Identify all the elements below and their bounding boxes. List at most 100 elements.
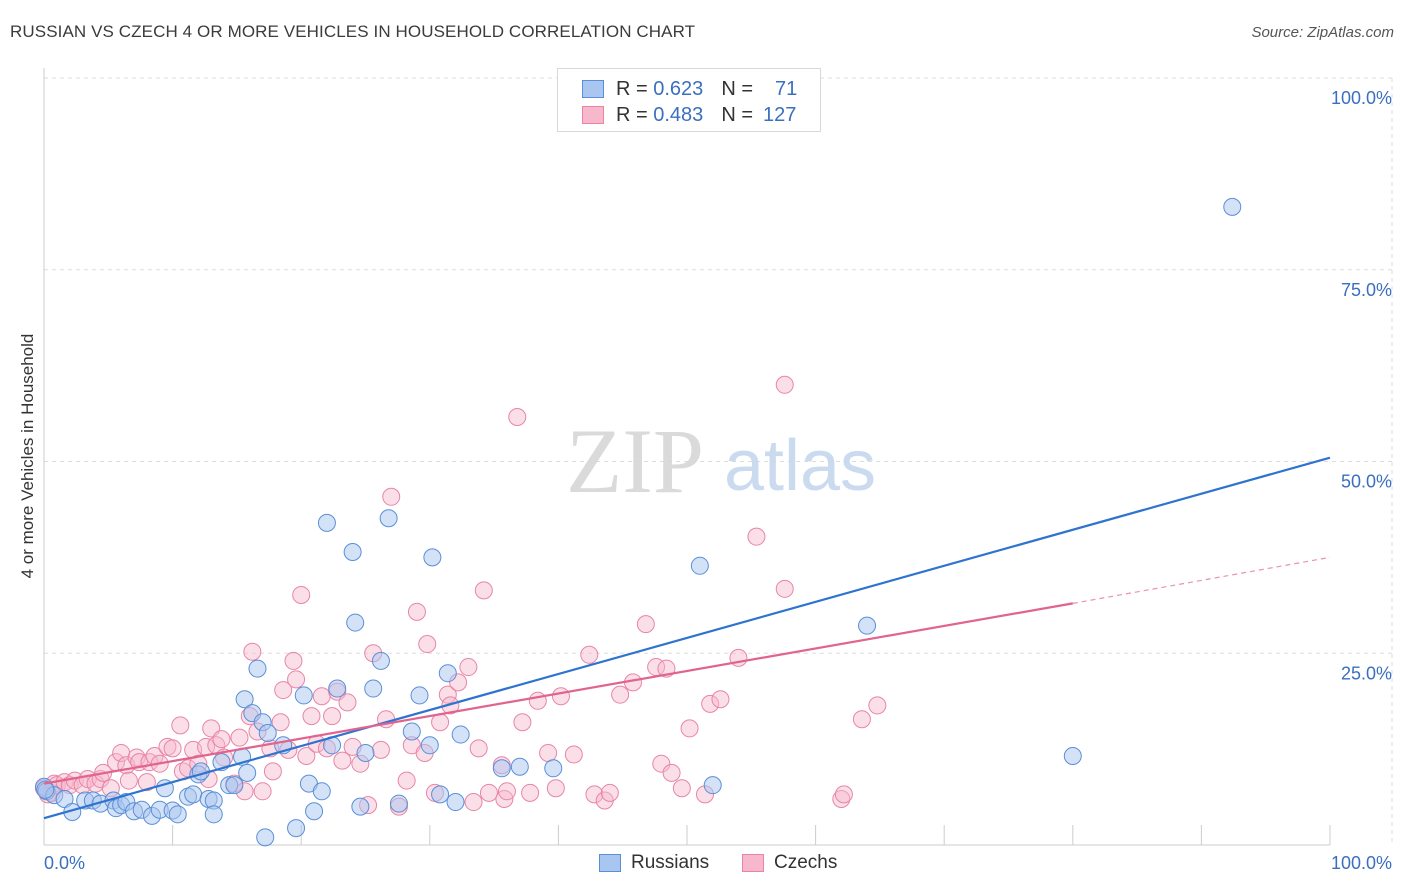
czechs-point	[333, 751, 352, 770]
russians-point	[317, 513, 336, 532]
axis-layer	[43, 68, 1331, 846]
legend-r-value: 0.623	[653, 77, 704, 100]
russians-point	[703, 776, 722, 795]
czechs-point	[479, 783, 498, 802]
y-tick-label: 100.0%	[1331, 88, 1392, 108]
czechs-point	[163, 739, 182, 758]
bottom-legend: Russians Czechs	[0, 852, 1406, 876]
legend-r-label: R =	[616, 103, 648, 126]
czechs-point	[652, 754, 671, 773]
russians-point	[410, 686, 429, 705]
czechs-point	[263, 762, 282, 781]
x-tick-label: 0.0%	[44, 853, 85, 873]
x-tick-label: 100.0%	[1331, 853, 1392, 873]
russians-point	[328, 679, 347, 698]
czechs-point	[137, 773, 156, 792]
legend-r-label: R =	[616, 77, 648, 100]
czechs-point	[636, 615, 655, 634]
czechs-point	[521, 783, 540, 802]
czechs-point	[292, 585, 311, 604]
czechs-point	[418, 635, 437, 654]
czechs-point	[230, 728, 249, 747]
russians-point	[36, 780, 55, 799]
russians-point	[168, 805, 187, 824]
russians-point	[287, 819, 306, 838]
legend-swatch-russians	[582, 80, 604, 98]
czechs-point	[852, 710, 871, 729]
russians-point	[389, 794, 408, 813]
czechs-point	[513, 713, 532, 732]
russians-point	[312, 782, 331, 801]
russians-point	[346, 613, 365, 632]
russians-point	[294, 686, 313, 705]
russians-point	[371, 651, 390, 670]
russians-point	[858, 616, 877, 635]
bottom-legend-czechs: Czechs	[742, 852, 837, 874]
legend-swatch-czechs	[582, 106, 604, 124]
czechs-point	[371, 740, 390, 759]
czechs-point	[438, 685, 457, 704]
czechs-point	[672, 779, 691, 798]
czechs-point	[464, 793, 483, 812]
czechs-point	[580, 645, 599, 664]
russians-point	[258, 724, 277, 743]
czechs-point	[832, 789, 851, 808]
legend-row-russians: R = 0.623 N = 71	[582, 77, 797, 101]
czechs-point	[284, 651, 303, 670]
russians-point	[364, 679, 383, 698]
y-tick-label: 50.0%	[1341, 472, 1392, 492]
czechs-point	[711, 690, 730, 709]
czechs-point	[600, 783, 619, 802]
bottom-legend-label-russians: Russians	[631, 852, 710, 873]
czechs-point	[508, 408, 527, 427]
czechs-point	[551, 687, 570, 706]
source-label: Source: ZipAtlas.com	[1251, 24, 1394, 41]
czechs-point	[662, 763, 681, 782]
russians-point	[690, 556, 709, 575]
russians-point	[225, 776, 244, 795]
czechs-point	[747, 527, 766, 546]
russians-point	[248, 659, 267, 678]
czechs-point	[338, 693, 357, 712]
legend-n-label: N =	[721, 77, 753, 100]
czechs-point	[407, 602, 426, 621]
watermark-zip: ZIP	[566, 410, 704, 512]
czechs-point	[539, 743, 558, 762]
czechs-point	[302, 707, 321, 726]
czechs-point	[212, 730, 231, 749]
russians-point	[305, 802, 324, 821]
czechs-point	[701, 694, 720, 713]
y-tick-label: 75.0%	[1341, 280, 1392, 300]
czechs-point	[382, 487, 401, 506]
legend-box: R = 0.623 N = 71 R = 0.483 N = 127	[557, 68, 821, 132]
czechs-point	[253, 782, 272, 801]
russians-point	[451, 725, 470, 744]
russians-point	[510, 757, 529, 776]
czechs-point	[297, 747, 316, 766]
russians-point	[446, 793, 465, 812]
russians-point	[423, 548, 442, 567]
czechs-point	[834, 785, 853, 804]
legend-n-value: 127	[763, 103, 797, 126]
russians-trend-line	[43, 456, 1331, 820]
bottom-legend-label-czechs: Czechs	[774, 852, 838, 873]
czechs-point	[469, 739, 488, 758]
czechs-point	[546, 779, 565, 798]
russians-point	[1063, 747, 1082, 766]
czechs-point	[775, 375, 794, 394]
russians-point	[343, 543, 362, 562]
czechs-point	[868, 696, 887, 715]
legend-n-label: N =	[721, 103, 753, 126]
russians-point	[356, 743, 375, 762]
czechs-point	[274, 681, 293, 700]
chart-title: RUSSIAN VS CZECH 4 OR MORE VEHICLES IN H…	[10, 22, 696, 41]
czechs-point	[243, 642, 262, 661]
russians-point	[184, 785, 203, 804]
czechs-point	[171, 716, 190, 735]
russians-point	[420, 736, 439, 755]
legend-n-value: 71	[775, 77, 798, 100]
bottom-legend-russians: Russians	[599, 852, 709, 874]
czechs-point	[775, 579, 794, 598]
czechs-point	[271, 713, 290, 732]
